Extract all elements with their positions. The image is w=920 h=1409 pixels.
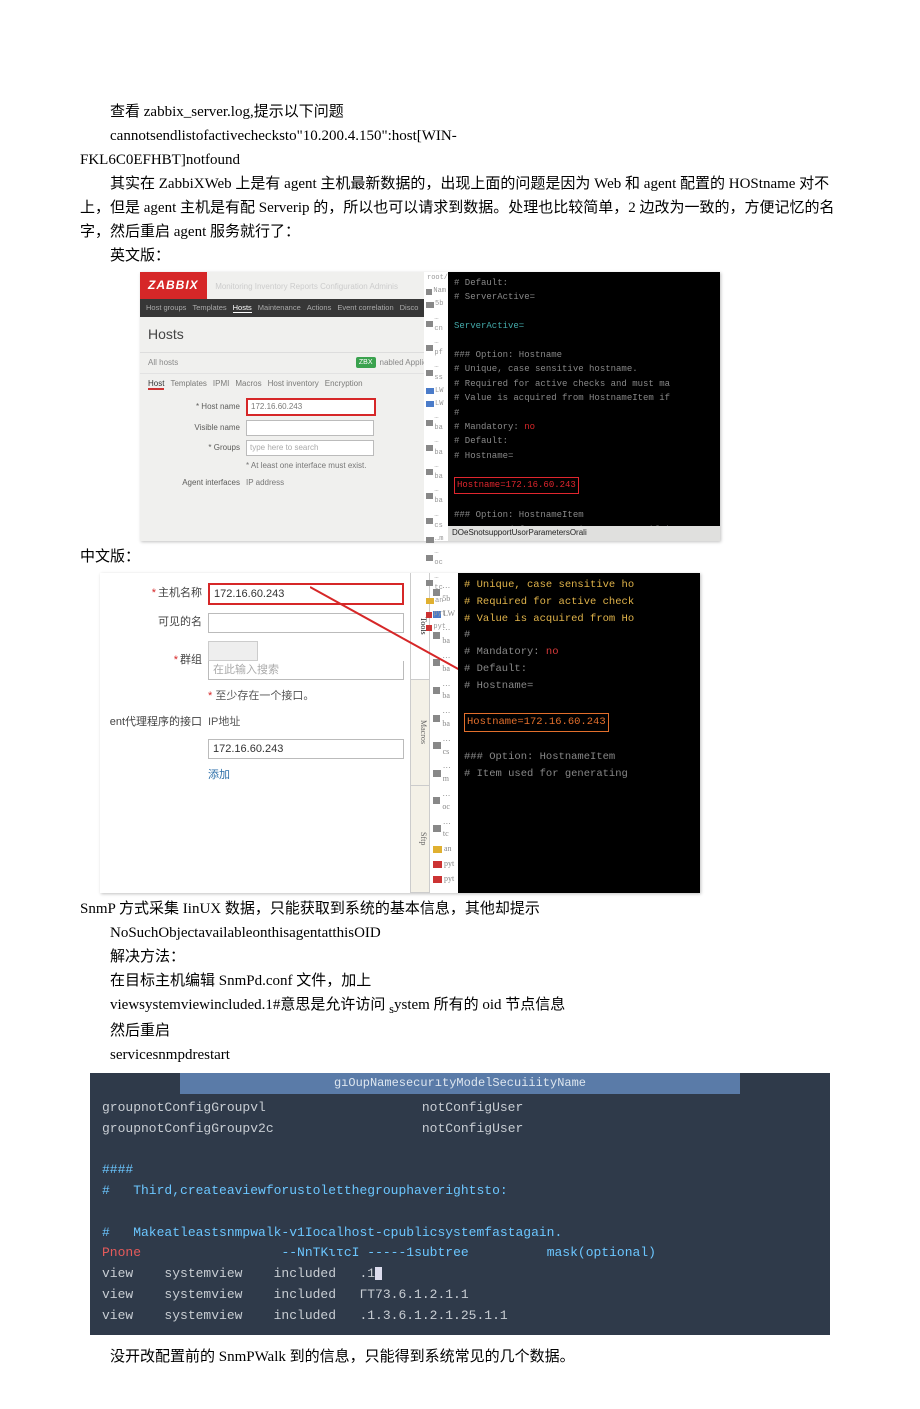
term-line: view systemview included .1 [90,1264,830,1285]
para-view: viewsystemviewincluded.1#意思是允许访问 system … [80,993,840,1019]
ip-address-label: IP address [246,477,284,490]
para-restart: 然后重启 [80,1019,840,1043]
snmpd-conf-terminal: gıOupNamesecurıtyModelSecuiiityName grou… [90,1073,830,1335]
hostname-label-cn: *主机名称 [106,585,208,603]
para-solution: 解决方法： [80,945,840,969]
config-terminal-cn: # Unique, case sensitive ho# Required fo… [458,573,700,893]
zabbix-logo: ZABBIX [140,272,207,299]
visible-name-input[interactable] [246,420,374,436]
term-line: groupnotConfigGroupvl notConfigUser [90,1098,830,1119]
terminal-caption: DOeSnotsupportUsorParametersOrali [448,526,720,541]
iface-label-cn: ent代理程序的接口 [106,714,208,732]
hosts-heading: Hosts [140,317,448,352]
visible-name-input-cn[interactable] [208,613,404,633]
para-err2: FKL6C0EFHBT]notfound [80,148,840,172]
term-line [90,1202,830,1223]
hostname-label: * Host name [148,401,246,414]
groups-label: * Groups [148,442,246,455]
ip-label-cn: IP地址 [208,714,240,732]
hostname-input-cn[interactable]: 172.16.60.243 [208,583,404,605]
atleast-note: * At least one interface must exist. [246,460,367,473]
agent-if-label: Agent interfaces [148,477,246,490]
visible-name-label-cn: 可见的名 [106,614,208,632]
zbx-badge: ZBX [356,357,376,368]
para-cn-label: 中文版： [80,545,840,569]
para-explain: 其实在 ZabbiXWeb 上是有 agent 主机最新数据的，出现上面的问题是… [80,172,840,244]
add-link-cn[interactable]: 添加 [208,767,230,785]
screenshot-english: ZABBIX Monitoring Inventory Reports Conf… [140,272,720,541]
file-strip: root/Nam5b…cn…pf…ssLWLW…ba…ba…ba…ba…cs…m… [424,272,448,541]
para-final: 没开改配置前的 SnmPWalk 到的信息，只能得到系统常见的几个数据。 [80,1345,840,1369]
hostname-input[interactable]: 172.16.60.243 [246,398,376,416]
atleast-cn: * 至少存在一个接口。 [208,688,314,706]
term-line: groupnotConfigGroupv2c notConfigUser [90,1119,830,1140]
para-snmp: SnmP 方式采集 IinUX 数据，只能获取到系统的基本信息，其他却提示 [80,897,840,921]
top-nav: Monitoring Inventory Reports Configurati… [209,281,398,294]
para-log: 查看 zabbix_server.log,提示以下问题 [80,100,840,124]
term-line: # Makeatleastsnmpwalk-v1Iocalhost-cpubli… [90,1223,830,1244]
term-line [90,1139,830,1160]
ip-input-cn[interactable]: 172.16.60.243 [208,739,404,759]
group-search[interactable]: 在此输入搜索 [208,661,404,680]
screenshot-chinese: *主机名称 172.16.60.243 可见的名 *群组 在此输入搜索 * 至少… [100,573,700,893]
term-line: view systemview included ΓT73.6.1.2.1.1 [90,1285,830,1306]
group-chip[interactable] [208,641,258,661]
host-tabs: HostTemplatesIPMIMacrosHost inventoryEnc… [140,374,448,395]
caret-icon [375,1267,382,1280]
groups-input[interactable]: type here to search [246,440,374,456]
para-service: servicesnmpdrestart [80,1043,840,1067]
term-line: #### [90,1160,830,1181]
hosts-subrow: All hosts nabled Applicatio ZBX [140,353,448,375]
config-terminal: root/Nam5b…cn…pf…ssLWLW…ba…ba…ba…ba…cs…m… [448,272,720,541]
para-err1: cannotsendlistofactivechecksto"10.200.4.… [80,124,840,148]
term-line: Pnone --ΝnTΚιτcӀ -----1subtree mask(opti… [90,1243,830,1264]
para-en-label: 英文版： [80,244,840,268]
group-label-cn: *群组 [106,652,208,670]
para-edit: 在目标主机编辑 SnmPd.conf 文件，加上 [80,969,840,993]
nav-secondary: Host groupsTemplatesHostsMaintenanceActi… [140,299,448,317]
term-line: view systemview included .1.3.6.1.2.1.25… [90,1306,830,1327]
para-nosuch: NoSuchObjectavailableonthisagentatthisOI… [80,921,840,945]
visible-name-label: Visible name [148,422,246,435]
term-header: gıOupNamesecurıtyModelSecuiiityName [180,1073,740,1094]
term-line: # Third,createaviewforustoletthegrouphav… [90,1181,830,1202]
